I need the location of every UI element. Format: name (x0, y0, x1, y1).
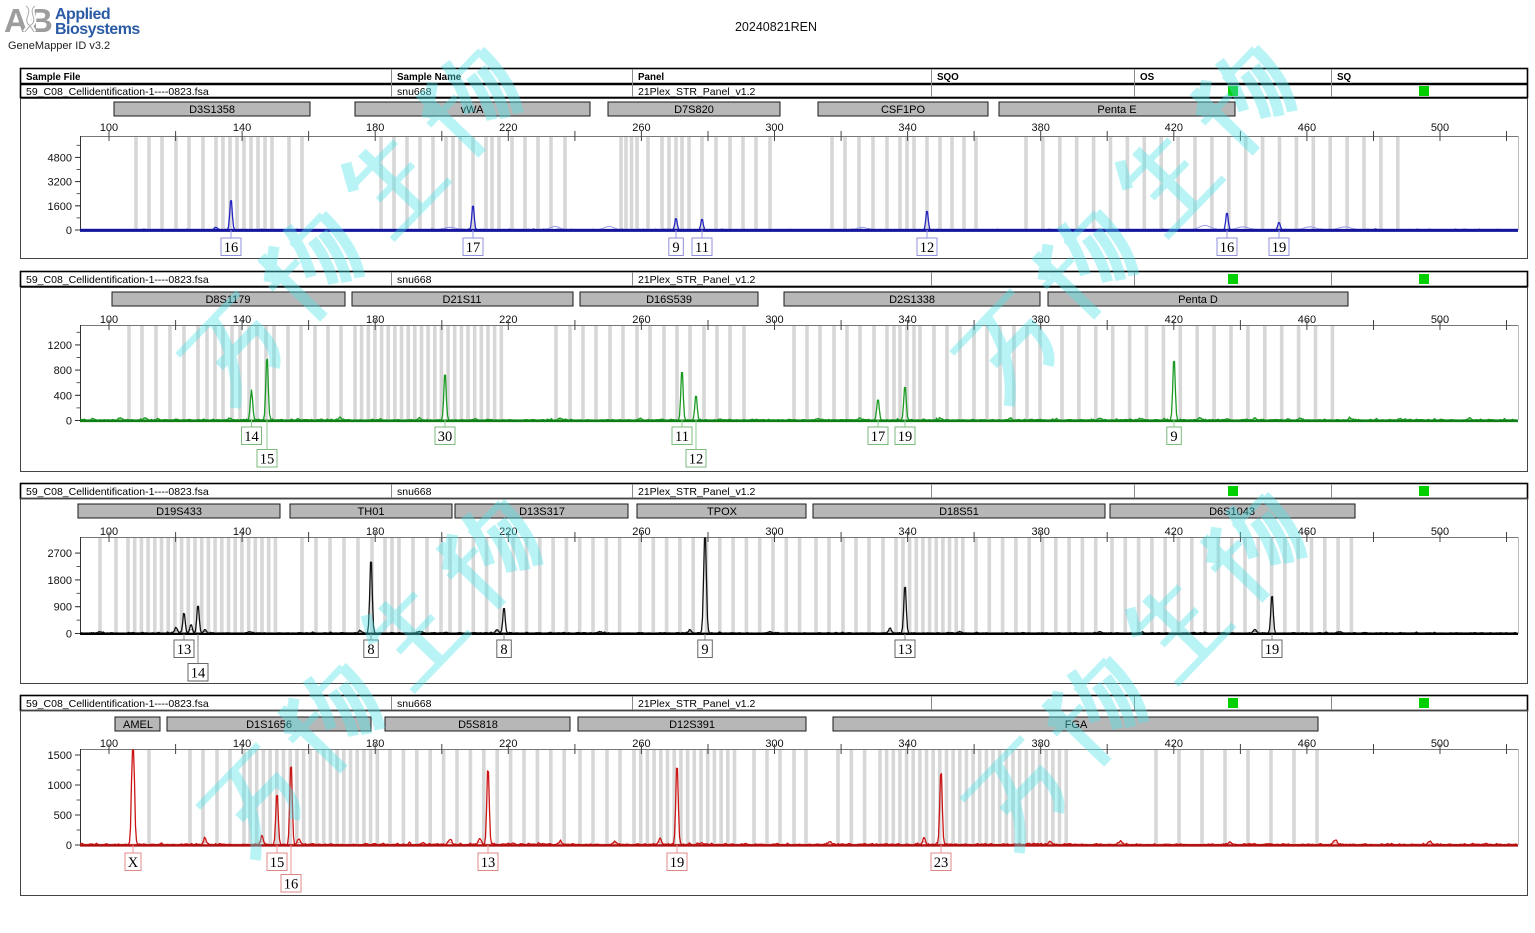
svg-text:0: 0 (66, 225, 72, 237)
svg-text:19: 19 (670, 855, 685, 871)
svg-text:16: 16 (1220, 240, 1235, 256)
svg-text:9: 9 (672, 240, 679, 256)
svg-text:8: 8 (500, 642, 507, 658)
svg-text:17: 17 (466, 240, 481, 256)
svg-text:2700: 2700 (48, 548, 72, 560)
svg-text:X: X (128, 855, 139, 871)
svg-text:Sample File: Sample File (26, 72, 81, 83)
svg-text:1000: 1000 (48, 780, 72, 792)
svg-text:420: 420 (1165, 122, 1183, 134)
svg-text:300: 300 (765, 122, 783, 134)
svg-text:460: 460 (1298, 122, 1316, 134)
svg-text:9: 9 (1170, 429, 1177, 445)
svg-text:12: 12 (920, 240, 935, 256)
svg-text:17: 17 (871, 429, 886, 445)
svg-text:0: 0 (66, 840, 72, 852)
svg-text:vWA: vWA (461, 104, 484, 116)
svg-text:TH01: TH01 (358, 506, 385, 518)
svg-text:1800: 1800 (48, 575, 72, 587)
svg-text:3200: 3200 (48, 177, 72, 189)
svg-text:Penta E: Penta E (1097, 104, 1136, 116)
svg-text:1200: 1200 (48, 340, 72, 352)
svg-text:11: 11 (675, 429, 689, 445)
svg-text:140: 140 (233, 122, 251, 134)
svg-text:snu668: snu668 (397, 86, 432, 98)
svg-text:Penta D: Penta D (1178, 294, 1218, 306)
svg-text:D1S1656: D1S1656 (246, 719, 292, 731)
svg-text:1500: 1500 (48, 750, 72, 762)
svg-text:16: 16 (284, 876, 299, 892)
svg-text:21Plex_STR_Panel_v1.2: 21Plex_STR_Panel_v1.2 (638, 274, 755, 286)
svg-text:900: 900 (54, 602, 72, 614)
svg-text:30: 30 (438, 429, 453, 445)
svg-text:Panel: Panel (638, 72, 664, 83)
svg-text:FGA: FGA (1065, 719, 1088, 731)
svg-text:D18S51: D18S51 (939, 506, 979, 518)
svg-text:SQ: SQ (1337, 72, 1352, 83)
svg-text:Sample Name: Sample Name (397, 72, 462, 83)
svg-text:340: 340 (898, 122, 916, 134)
svg-text:14: 14 (191, 665, 206, 681)
svg-text:19: 19 (1265, 642, 1280, 658)
svg-text:0: 0 (66, 416, 72, 428)
svg-text:1600: 1600 (48, 201, 72, 213)
svg-text:180: 180 (366, 122, 384, 134)
svg-text:D7S820: D7S820 (674, 104, 714, 116)
svg-text:snu668: snu668 (397, 486, 432, 498)
svg-text:13: 13 (481, 855, 496, 871)
svg-text:D5S818: D5S818 (458, 719, 498, 731)
svg-text:100: 100 (100, 122, 118, 134)
svg-text:D19S433: D19S433 (156, 506, 202, 518)
svg-text:500: 500 (54, 810, 72, 822)
svg-text:D16S539: D16S539 (646, 294, 692, 306)
svg-text:59_C08_Cellidentification-1---: 59_C08_Cellidentification-1----0823.fsa (26, 274, 209, 286)
svg-text:380: 380 (1032, 122, 1050, 134)
svg-text:A: A (4, 2, 28, 39)
svg-text:12: 12 (689, 451, 704, 467)
svg-text:9: 9 (701, 642, 708, 658)
svg-text:OS: OS (1140, 72, 1155, 83)
svg-text:D3S1358: D3S1358 (189, 104, 235, 116)
svg-text:800: 800 (54, 365, 72, 377)
svg-text:snu668: snu668 (397, 698, 432, 710)
svg-text:0: 0 (66, 629, 72, 641)
svg-text:59_C08_Cellidentification-1---: 59_C08_Cellidentification-1----0823.fsa (26, 86, 209, 98)
svg-text:D6S1043: D6S1043 (1209, 506, 1255, 518)
svg-text:SQO: SQO (937, 72, 959, 83)
svg-text:14: 14 (244, 429, 259, 445)
svg-text:220: 220 (499, 122, 517, 134)
svg-text:8: 8 (367, 642, 374, 658)
svg-text:D13S317: D13S317 (519, 506, 565, 518)
svg-text:snu668: snu668 (397, 274, 432, 286)
svg-text:16: 16 (224, 240, 239, 256)
svg-text:23: 23 (934, 855, 949, 871)
svg-text:CSF1PO: CSF1PO (881, 104, 925, 116)
svg-text:59_C08_Cellidentification-1---: 59_C08_Cellidentification-1----0823.fsa (26, 698, 209, 710)
svg-text:4800: 4800 (48, 152, 72, 164)
svg-text:13: 13 (898, 642, 913, 658)
svg-text:D21S11: D21S11 (443, 294, 482, 306)
svg-text:15: 15 (270, 855, 285, 871)
svg-text:11: 11 (695, 240, 709, 256)
svg-text:15: 15 (260, 451, 275, 467)
svg-text:500: 500 (1431, 122, 1449, 134)
svg-text:Biosystems: Biosystems (55, 21, 140, 38)
svg-text:21Plex_STR_Panel_v1.2: 21Plex_STR_Panel_v1.2 (638, 486, 755, 498)
svg-text:TPOX: TPOX (707, 506, 738, 518)
svg-text:400: 400 (54, 390, 72, 402)
svg-text:59_C08_Cellidentification-1---: 59_C08_Cellidentification-1----0823.fsa (26, 486, 209, 498)
svg-text:21Plex_STR_Panel_v1.2: 21Plex_STR_Panel_v1.2 (638, 86, 755, 98)
svg-text:D8S1179: D8S1179 (205, 294, 250, 306)
svg-text:19: 19 (898, 429, 913, 445)
svg-text:Applied: Applied (55, 6, 110, 23)
svg-text:19: 19 (1272, 240, 1287, 256)
svg-text:AMEL: AMEL (123, 719, 153, 731)
svg-text:13: 13 (177, 642, 192, 658)
svg-text:D2S1338: D2S1338 (889, 294, 935, 306)
svg-text:D12S391: D12S391 (669, 719, 715, 731)
svg-text:GeneMapper ID v3.2: GeneMapper ID v3.2 (8, 40, 110, 52)
svg-text:21Plex_STR_Panel_v1.2: 21Plex_STR_Panel_v1.2 (638, 698, 755, 710)
svg-text:20240821REN: 20240821REN (735, 20, 817, 34)
svg-text:260: 260 (632, 122, 650, 134)
